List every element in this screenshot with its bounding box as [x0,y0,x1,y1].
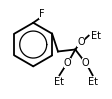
Text: O: O [77,37,85,47]
Text: Et: Et [91,31,101,41]
Text: O: O [82,58,89,68]
Text: Et: Et [88,77,98,87]
Text: F: F [39,9,44,19]
Text: O: O [64,58,71,68]
Text: Et: Et [54,77,65,87]
